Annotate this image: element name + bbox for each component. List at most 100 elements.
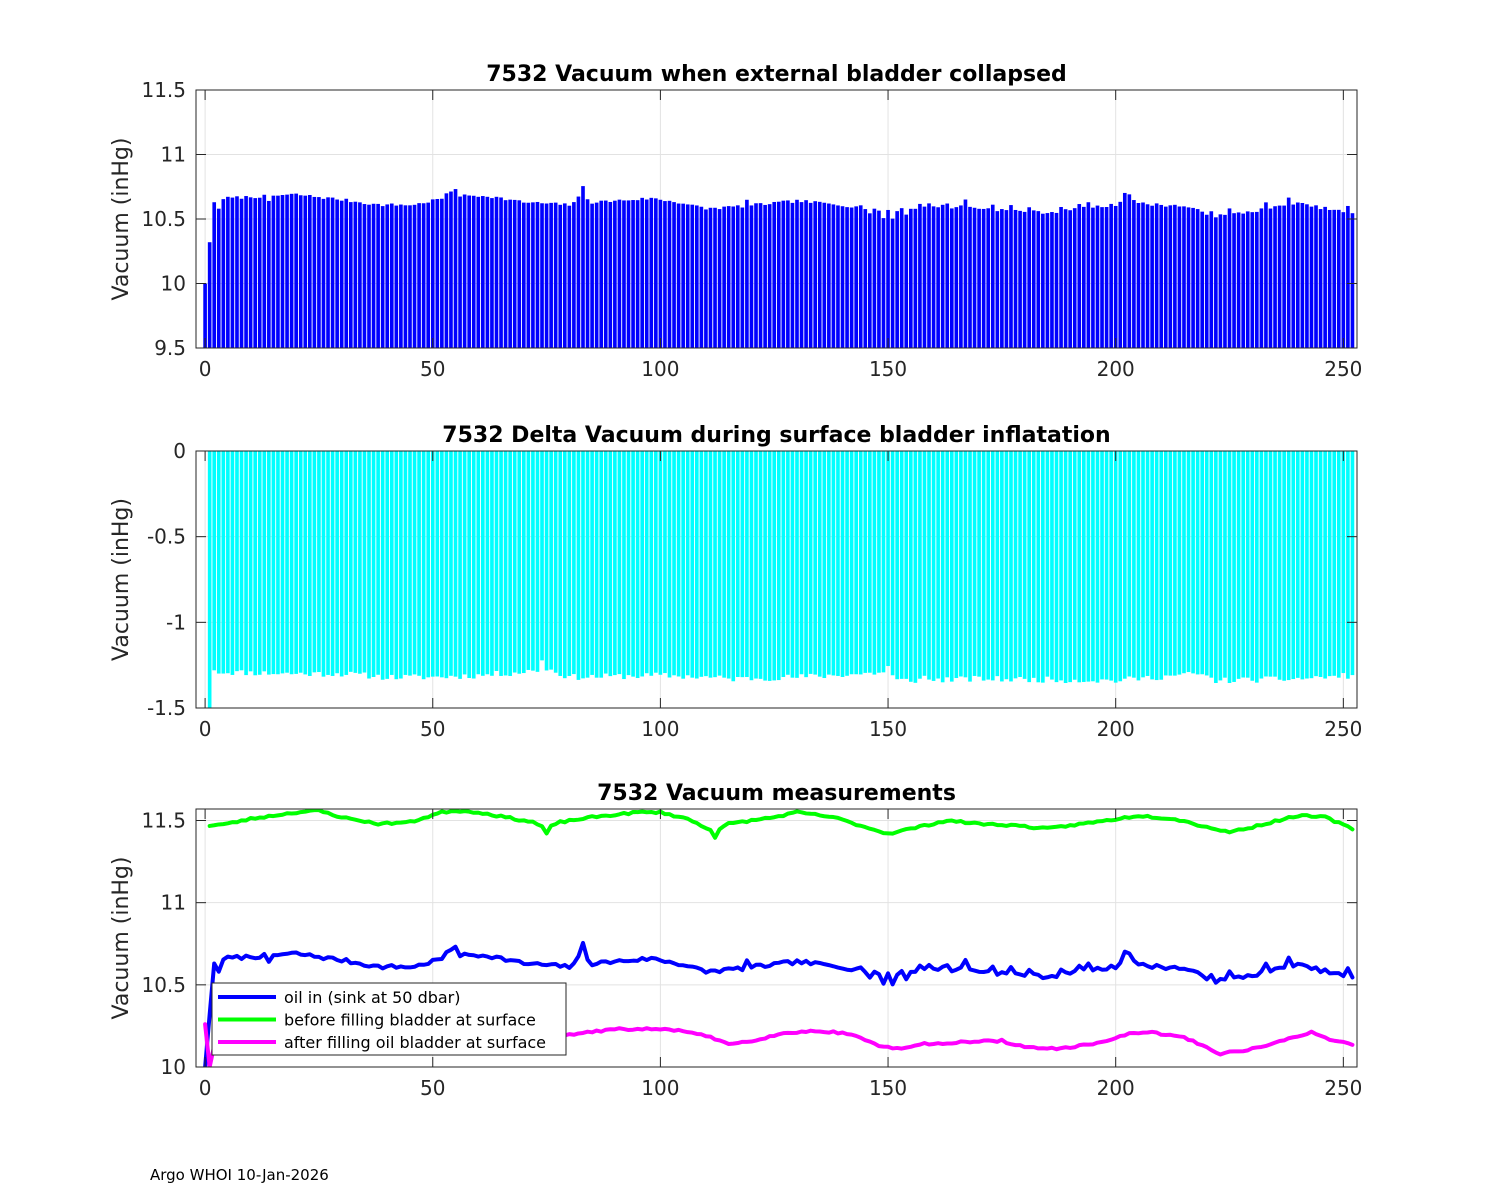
bar <box>285 451 289 673</box>
bar <box>230 197 235 348</box>
bar <box>740 207 745 348</box>
bar <box>667 451 672 678</box>
bar <box>1082 206 1086 348</box>
bar <box>858 205 863 348</box>
bar <box>1305 204 1309 348</box>
bar <box>827 451 831 675</box>
bar <box>672 451 676 676</box>
bar <box>1031 451 1036 678</box>
bar <box>335 199 339 348</box>
bar <box>444 451 449 679</box>
bar <box>1282 205 1286 348</box>
bar <box>685 451 690 676</box>
bar <box>1255 451 1259 683</box>
bar <box>394 451 399 680</box>
bar <box>435 451 440 677</box>
bar <box>1236 212 1241 348</box>
bar <box>1191 451 1195 674</box>
x-tick-label: 0 <box>199 717 212 741</box>
bar <box>654 198 658 348</box>
bar <box>526 202 531 348</box>
bar <box>1204 451 1209 676</box>
bar <box>772 201 777 348</box>
bar <box>817 201 822 348</box>
bar <box>845 207 849 348</box>
bar <box>512 199 517 348</box>
bar <box>503 451 508 676</box>
bar <box>658 451 663 675</box>
bar <box>599 451 604 678</box>
bar <box>808 202 813 348</box>
bar <box>868 213 872 348</box>
bar <box>808 451 813 674</box>
bar <box>526 451 531 670</box>
bar <box>954 207 959 348</box>
x-tick-label: 0 <box>199 1076 212 1100</box>
bar <box>399 204 403 348</box>
bar <box>1250 451 1255 681</box>
bar <box>1259 451 1264 679</box>
x-tick-label: 150 <box>869 717 907 741</box>
x-tick-label: 250 <box>1324 357 1362 381</box>
bar <box>353 201 358 348</box>
bar <box>831 451 836 676</box>
bar <box>713 207 717 348</box>
bar <box>376 203 380 348</box>
bar <box>877 451 881 673</box>
bar <box>1127 194 1132 348</box>
bar <box>995 211 1000 348</box>
bar <box>1209 451 1214 678</box>
bar <box>1045 451 1050 677</box>
bar <box>257 197 262 348</box>
bar <box>1000 451 1004 682</box>
bar <box>895 451 899 680</box>
bar <box>622 451 626 680</box>
bar <box>1118 201 1123 348</box>
bar <box>963 451 968 678</box>
bar <box>690 451 695 678</box>
bar <box>1136 451 1141 681</box>
bar <box>1232 451 1236 682</box>
bar <box>758 451 763 679</box>
bar <box>1300 203 1305 348</box>
bar <box>1004 210 1009 348</box>
bar <box>977 208 981 348</box>
bar <box>380 451 385 680</box>
chart-collapsed: 0 50 100 150 200 250 9.5 10 10.5 11 11.5 7532 Vacuu… <box>109 62 1362 381</box>
bar <box>940 451 945 683</box>
bar <box>1022 211 1027 348</box>
bar <box>303 451 308 675</box>
bar <box>1273 451 1277 677</box>
bar <box>230 451 235 675</box>
bar <box>799 451 804 675</box>
bar <box>644 451 649 674</box>
bar <box>1109 451 1113 681</box>
bar <box>553 202 558 348</box>
bar <box>1013 209 1018 348</box>
bar <box>308 451 312 676</box>
bar <box>722 206 726 348</box>
bar <box>262 451 267 672</box>
bar <box>1341 451 1346 674</box>
x-tick-label: 250 <box>1324 1076 1362 1100</box>
bar <box>904 451 909 679</box>
bar <box>981 208 986 348</box>
bar <box>239 451 244 671</box>
bar <box>631 451 635 677</box>
bar <box>704 209 708 348</box>
bar <box>1163 206 1168 348</box>
bar <box>1245 211 1250 348</box>
bar <box>453 189 458 348</box>
bar <box>968 206 972 348</box>
bar <box>1255 211 1259 348</box>
bar <box>918 451 922 679</box>
bar <box>968 451 972 682</box>
bar <box>1036 451 1041 683</box>
bar <box>499 451 503 676</box>
bar <box>722 451 726 678</box>
bar <box>922 206 927 348</box>
bar <box>540 451 544 661</box>
bar <box>822 451 827 679</box>
bar <box>918 203 922 348</box>
